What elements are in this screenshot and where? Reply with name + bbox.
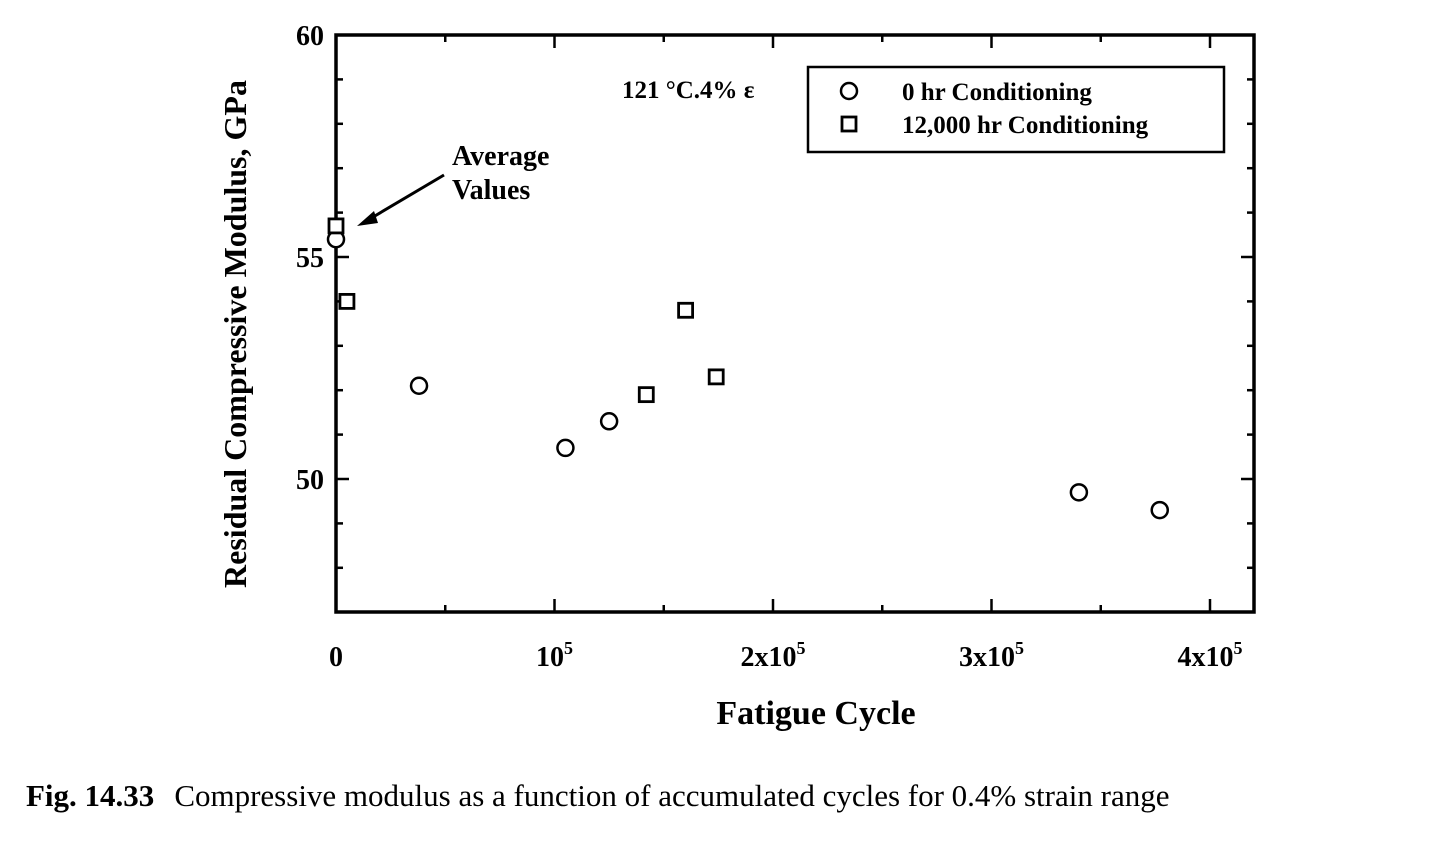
series-square [327,217,725,404]
square-point [637,386,655,404]
square-point [338,292,356,310]
square-point [707,368,725,386]
y-tick-label: 60 [296,21,324,52]
y-tick-label: 50 [296,465,324,496]
circle-point [599,412,619,431]
x-tick-label: 0 [329,642,343,673]
circle-point [1150,500,1169,520]
x-tick-label: 4x105 [1178,638,1243,673]
y-axis: 50 55 60 [296,21,1254,614]
circle-point [1069,483,1089,502]
plot-frame [334,33,1256,614]
conditions-annotation: 121 °C.4% ε [622,77,755,104]
legend-marker-square [840,115,858,133]
x-tick-base: 3x10 [959,642,1015,673]
x-tick-base: 4x10 [1178,642,1234,673]
x-tick-label: 3x105 [959,638,1024,673]
legend: 0 hr Conditioning 12,000 hr Conditioning [806,65,1226,154]
caption-text: Compressive modulus as a function of acc… [174,778,1170,813]
x-tick-base: 10 [536,642,564,673]
x-tick-exponent: 5 [564,638,573,658]
data-points [326,217,1169,520]
average-values-annotation: Average Values [357,141,549,226]
legend-box [806,65,1226,154]
x-axis: 0 105 2x105 3x105 4x105 [329,35,1243,673]
circle-point [556,438,575,458]
figure-number: Fig. 14.33 [26,778,155,813]
average-values-line-1: Average [452,141,549,172]
average-values-line-2: Values [452,175,530,206]
arrow-head [357,211,378,226]
x-tick-base: 2x10 [741,642,797,673]
x-tick-exponent: 5 [797,638,806,658]
square-point [327,217,345,235]
circle-point [409,376,429,396]
square-point [677,301,694,319]
y-tick-label: 55 [296,243,324,274]
x-tick-exponent: 5 [1015,638,1024,658]
x-axis-label: Fatigue Cycle [716,695,915,732]
plot-border [334,33,1256,614]
x-tick-exponent: 5 [1234,638,1243,658]
figure-caption: Fig. 14.33 Compressive modulus as a funct… [26,778,1426,814]
x-tick-label: 105 [536,638,573,673]
series-circle [326,229,1169,520]
y-axis-label: Residual Compressive Modulus, GPa [217,80,253,588]
x-tick-label: 2x105 [741,638,806,673]
legend-marker-circle [839,81,859,101]
legend-label: 0 hr Conditioning [902,79,1092,106]
x-tick-base: 0 [329,642,343,673]
legend-label: 12,000 hr Conditioning [902,112,1149,139]
average-values-arrow [367,173,445,222]
